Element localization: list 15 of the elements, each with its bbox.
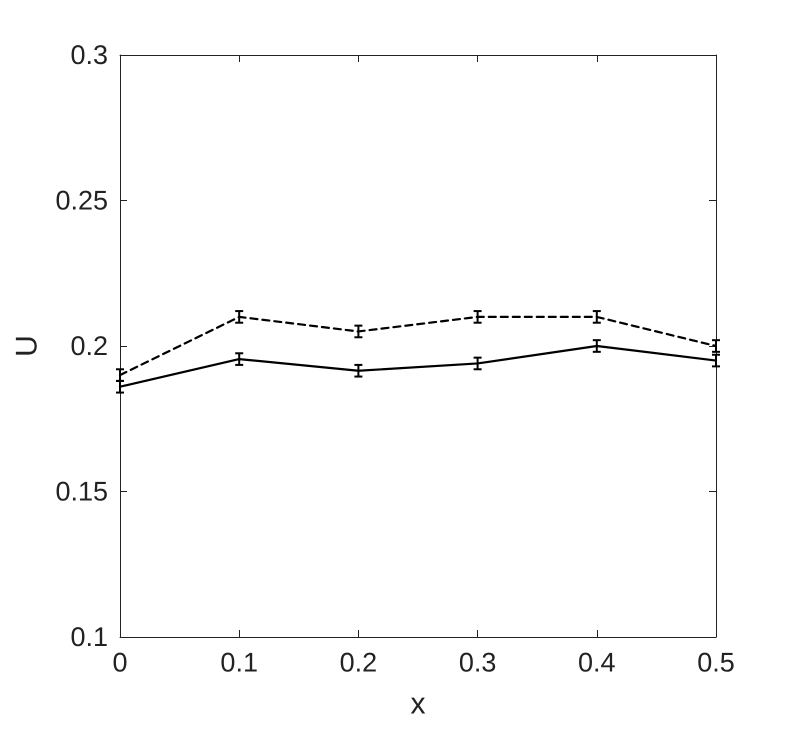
- x-tick-label: 0.3: [458, 648, 496, 678]
- y-tick-label: 0.3: [70, 40, 108, 70]
- y-axis-title: U: [10, 335, 44, 357]
- x-axis-title: x: [410, 688, 426, 720]
- line-series: [118, 316, 718, 376]
- y-tick-label: 0.1: [70, 622, 108, 652]
- x-tick-label: 0: [112, 648, 128, 678]
- y-tick-label: 0.15: [55, 476, 108, 506]
- y-tick-label: 0.25: [55, 186, 108, 216]
- x-tick-label: 0.2: [340, 648, 378, 678]
- x-tick-label: 0.5: [697, 648, 735, 678]
- y-tick-label: 0.2: [70, 331, 108, 361]
- x-tick-label: 0.4: [578, 648, 616, 678]
- line-series: [118, 344, 718, 388]
- x-tick-label: 0.1: [220, 648, 258, 678]
